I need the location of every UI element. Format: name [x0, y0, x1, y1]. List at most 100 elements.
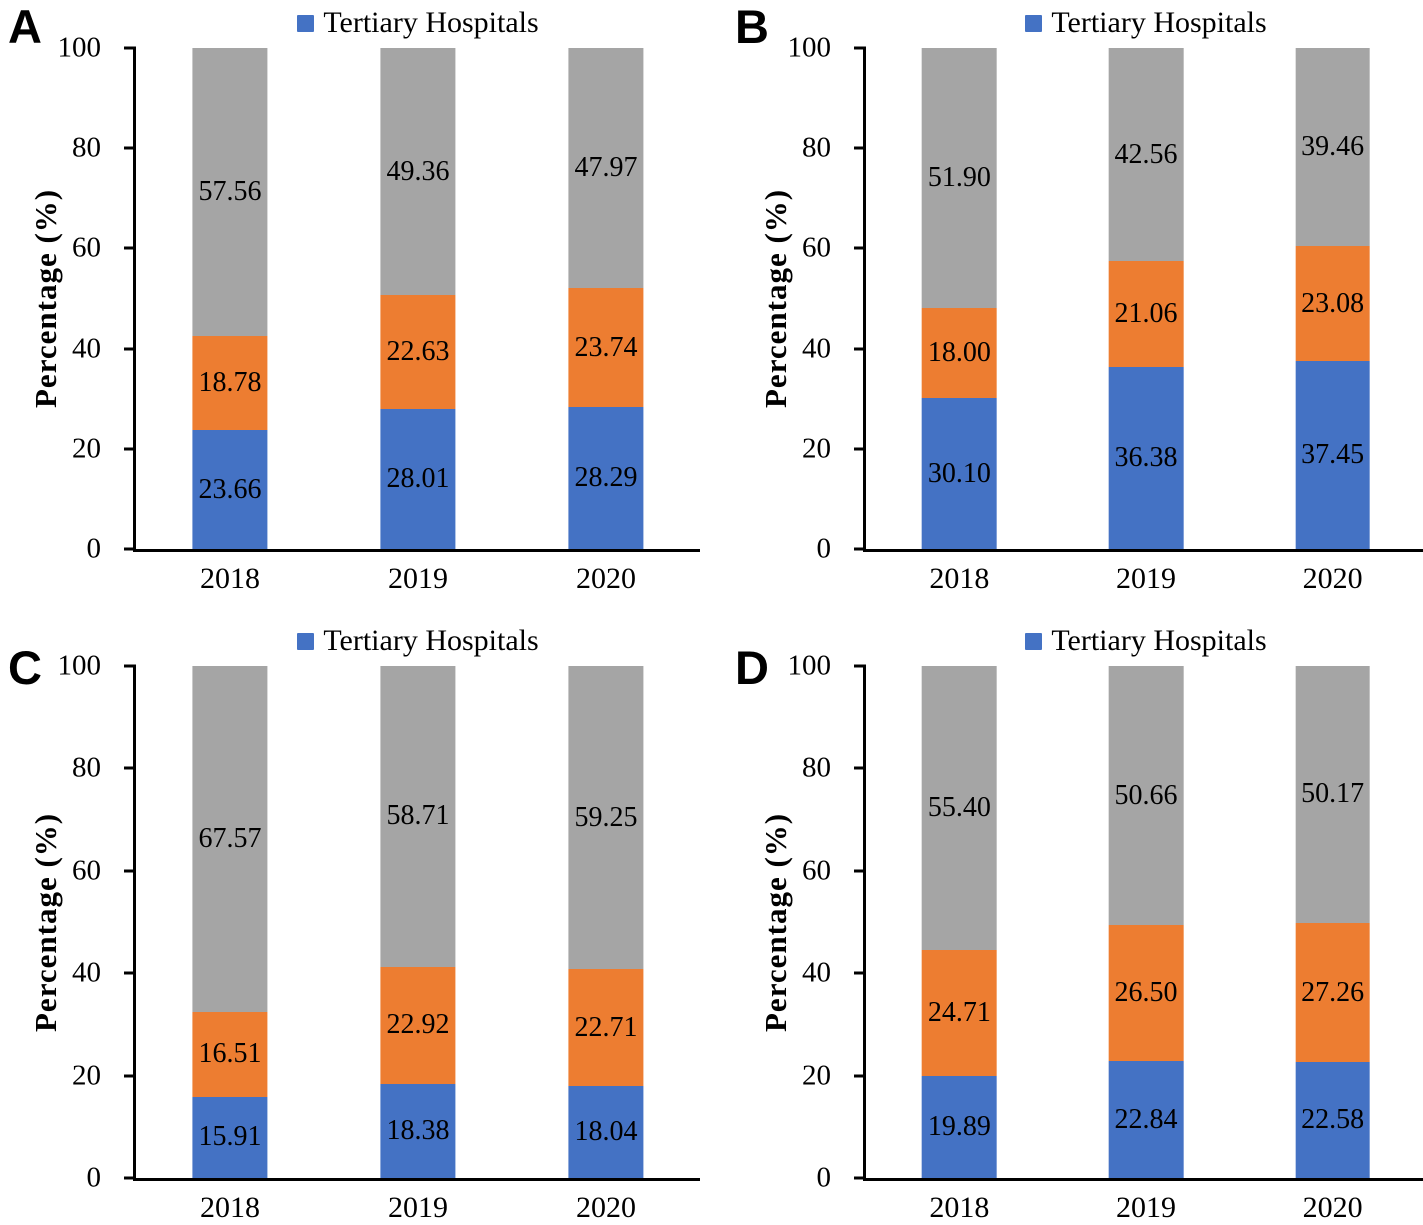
y-tick-label: 100: [57, 649, 102, 682]
x-tick-label: 2018: [929, 562, 990, 595]
bar-value-label: 24.71: [927, 996, 991, 1028]
bar-segment-gray: 59.25: [568, 666, 644, 970]
y-tick-mark: [854, 1074, 866, 1078]
bar-value-label: 19.89: [927, 1111, 991, 1143]
bar-value-label: 22.92: [386, 1009, 450, 1041]
legend-marker-icon: [1025, 15, 1043, 32]
legend: Tertiary Hospitals: [136, 6, 700, 39]
y-tick-mark: [124, 146, 136, 150]
y-tick-label: 80: [72, 751, 101, 784]
y-tick-label: 60: [72, 231, 101, 264]
bar-value-label: 23.66: [198, 473, 262, 505]
bar-column: 23.66 18.78 57.56: [136, 48, 324, 549]
y-tick-label: 0: [816, 1161, 832, 1194]
legend-marker-icon: [1025, 633, 1043, 650]
y-tick-label: 80: [72, 131, 101, 164]
bar-value-label: 49.36: [386, 155, 450, 187]
panel-C: C Tertiary Hospitals Percentage (%) 15.9…: [0, 613, 711, 1225]
bar-segment-gray: 67.57: [192, 666, 268, 1013]
x-tick-label: 2019: [1116, 1191, 1176, 1224]
x-tick-label: 2018: [200, 562, 260, 595]
x-tick-label: 2018: [929, 1191, 990, 1224]
legend-label: Tertiary Hospitals: [1051, 624, 1267, 657]
panel-A: A Tertiary Hospitals Percentage (%) 23.6…: [0, 0, 711, 613]
bar-value-label: 55.40: [927, 791, 991, 823]
y-axis-label: Percentage (%): [758, 812, 793, 1032]
y-tick-mark: [854, 766, 866, 770]
bar-segment-blue: 18.04: [568, 1085, 644, 1178]
bar-value-label: 57.56: [198, 176, 262, 208]
bar-value-label: 23.74: [574, 331, 638, 363]
y-tick-mark: [124, 347, 136, 351]
bar-value-label: 23.08: [1301, 287, 1365, 319]
y-tick-mark: [124, 246, 136, 250]
bar-segment-orange: 16.51: [192, 1012, 268, 1097]
y-tick-mark: [854, 971, 866, 975]
y-tick-mark: [124, 547, 136, 551]
panel-letter: B: [735, 0, 769, 53]
bar-segment-gray: 55.40: [922, 666, 997, 950]
bar-segment-gray: 51.90: [922, 48, 997, 309]
y-tick-label: 40: [802, 332, 831, 365]
bar-segment-orange: 18.78: [192, 336, 268, 431]
bar-segment-blue: 28.29: [568, 407, 644, 549]
y-tick-label: 80: [802, 751, 831, 784]
bar-value-label: 67.57: [198, 823, 262, 855]
y-tick-mark: [854, 46, 866, 50]
legend-label: Tertiary Hospitals: [1051, 6, 1267, 39]
legend: Tertiary Hospitals: [136, 624, 700, 657]
bar-segment-orange: 23.08: [1295, 245, 1370, 362]
y-tick-label: 40: [802, 956, 831, 989]
bar-segment-blue: 30.10: [922, 398, 997, 549]
panel-letter: D: [735, 641, 769, 694]
bar-value-label: 30.10: [927, 457, 991, 489]
bar-value-label: 51.90: [927, 162, 991, 194]
y-tick-label: 0: [86, 1161, 102, 1194]
bar-segment-orange: 22.63: [380, 295, 456, 409]
bar-segment-gray: 47.97: [568, 48, 644, 289]
bar-segment-orange: 18.00: [922, 308, 997, 399]
bar-column: 18.38 22.92 58.71: [324, 665, 512, 1178]
y-tick-mark: [854, 347, 866, 351]
x-axis-labels: 2018 2019 2020: [136, 562, 700, 595]
plot-area: Tertiary Hospitals Percentage (%) 15.91 1…: [28, 624, 700, 1224]
y-tick-mark: [124, 1074, 136, 1078]
y-tick-mark: [124, 869, 136, 873]
bar-segment-blue: 19.89: [922, 1076, 997, 1178]
panel-letter: C: [8, 641, 42, 694]
y-tick-label: 40: [72, 332, 101, 365]
bar-segment-gray: 50.66: [1108, 666, 1184, 926]
bar-value-label: 18.78: [198, 367, 262, 399]
bar-segment-blue: 15.91: [192, 1096, 268, 1178]
bar-value-label: 42.56: [1114, 138, 1178, 170]
bar-value-label: 26.50: [1114, 977, 1178, 1009]
y-tick-mark: [124, 46, 136, 50]
bar-segment-orange: 24.71: [922, 949, 997, 1077]
bar-segment-orange: 21.06: [1108, 261, 1184, 367]
bar-value-label: 22.84: [1114, 1103, 1178, 1135]
x-tick-label: 2019: [388, 562, 448, 595]
x-axis-labels: 2018 2019 2020: [866, 1191, 1423, 1224]
bar-segment-blue: 23.66: [192, 430, 268, 549]
bar-stack: 22.84 26.50 50.66: [1108, 666, 1184, 1178]
bar-value-label: 36.38: [1114, 441, 1178, 473]
bar-column: 28.01 22.63 49.36: [324, 48, 512, 549]
bar-column: 28.29 23.74 47.97: [512, 48, 700, 549]
y-tick-mark: [854, 447, 866, 451]
bar-stack: 19.89 24.71 55.40: [922, 666, 997, 1178]
legend-marker-icon: [297, 633, 315, 650]
bar-stack: 22.58 27.26 50.17: [1295, 666, 1370, 1178]
bar-segment-gray: 42.56: [1108, 48, 1184, 262]
bar-segment-gray: 39.46: [1295, 48, 1370, 246]
bars-area: 30.10 18.00 51.90 36.38 21.06 42.56 37.45 23.08…: [866, 48, 1423, 549]
y-tick-label: 60: [802, 231, 831, 264]
bar-stack: 18.38 22.92 58.71: [380, 665, 456, 1178]
bar-stack: 28.29 23.74 47.97: [568, 48, 644, 549]
y-tick-label: 0: [86, 532, 102, 565]
bar-value-label: 59.25: [574, 801, 638, 833]
legend-label: Tertiary Hospitals: [323, 624, 539, 657]
bar-segment-gray: 57.56: [192, 48, 268, 337]
y-axis-label: Percentage (%): [28, 188, 63, 409]
y-tick-label: 60: [802, 854, 831, 887]
